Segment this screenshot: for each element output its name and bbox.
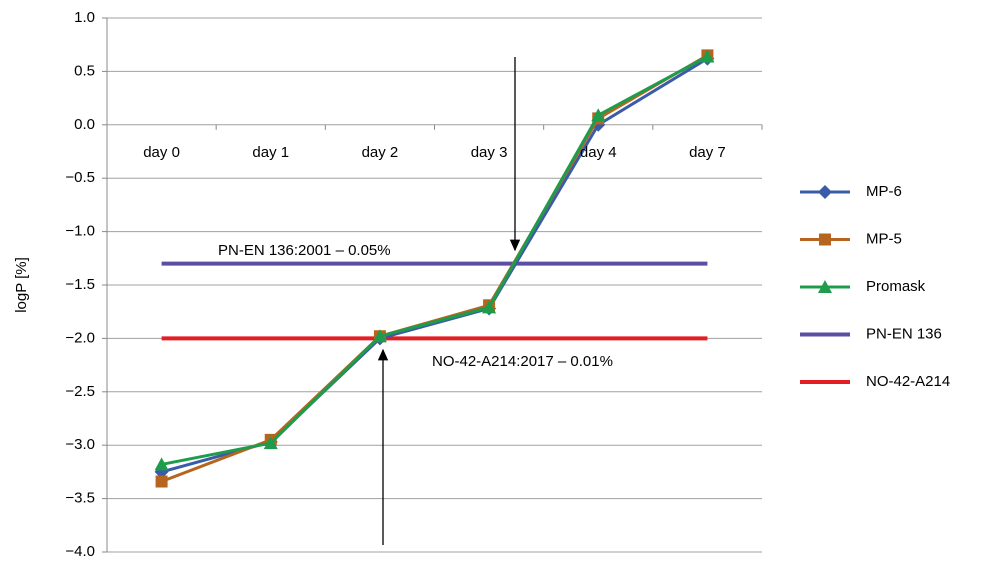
y-tick-label: −0.5 (65, 169, 95, 186)
grid (102, 17, 763, 553)
x-tick-label: day 4 (580, 144, 617, 161)
marker (263, 436, 278, 450)
y-tick-label: −3.0 (65, 436, 95, 453)
annotation: PN-EN 136:2001 – 0.05% (218, 242, 391, 259)
x-tick-label: day 1 (252, 144, 289, 161)
legend-label: MP-5 (866, 230, 902, 247)
marker (818, 280, 832, 293)
y-axis-label: logP [%] (13, 257, 30, 313)
y-tick-label: 0.5 (74, 62, 95, 79)
marker (372, 329, 387, 343)
marker (700, 49, 715, 63)
y-tick-label: −3.5 (65, 490, 95, 507)
x-tick-label: day 3 (471, 144, 508, 161)
x-tick-label: day 0 (143, 144, 180, 161)
legend-label: MP-6 (866, 183, 902, 200)
plot (154, 49, 715, 488)
x-tick-label: day 2 (362, 144, 399, 161)
marker (482, 300, 497, 314)
legend-label: Promask (866, 278, 926, 295)
marker (819, 233, 831, 246)
marker (818, 185, 832, 199)
y-tick-label: −4.0 (65, 543, 95, 560)
y-tick-label: 0.0 (74, 116, 95, 133)
legend-label: PN-EN 136 (866, 325, 942, 342)
y-tick-label: −1.0 (65, 223, 95, 240)
y-tick-label: −2.0 (65, 329, 95, 346)
marker (591, 108, 606, 122)
y-tick-label: 1.0 (74, 9, 95, 26)
series-line (161, 54, 709, 483)
annotation: NO-42-A214:2017 – 0.01% (432, 353, 613, 370)
y-tick-label: −1.5 (65, 276, 95, 293)
marker (154, 457, 169, 471)
marker (155, 475, 168, 488)
series-line (161, 55, 709, 466)
x-tick-label: day 7 (689, 144, 726, 161)
legend-label: NO-42-A214 (866, 373, 950, 390)
y-tick-label: −2.5 (65, 383, 95, 400)
